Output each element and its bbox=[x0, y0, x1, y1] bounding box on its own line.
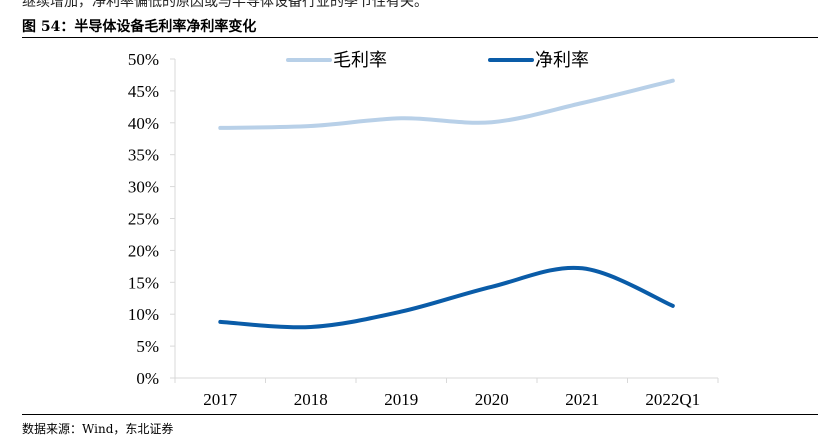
x-tick-label: 2021 bbox=[565, 390, 599, 409]
chart-axes: 0% 5% 10% 15% 20% 25% 30% 35% 40% 45% 50% 2017 2018 2… bbox=[128, 50, 719, 409]
series-line-1 bbox=[218, 78, 675, 130]
x-tick-label: 2019 bbox=[384, 390, 418, 409]
source-rule bbox=[22, 414, 818, 415]
y-tick-label: 5% bbox=[136, 337, 159, 356]
legend-label: 净利率 bbox=[535, 50, 589, 71]
chart-series bbox=[218, 78, 675, 330]
x-tick-label: 2022Q1 bbox=[645, 390, 700, 409]
y-tick-label: 45% bbox=[128, 82, 159, 101]
y-tick-label: 20% bbox=[128, 241, 159, 260]
y-tick-label: 40% bbox=[128, 114, 159, 133]
title-rule bbox=[22, 37, 818, 38]
x-tick-label: 2017 bbox=[203, 390, 238, 409]
context-text: 继续增加，净利率偏低的原因或与半导体设备行业的季节性有关。 bbox=[22, 0, 428, 10]
y-tick-label: 15% bbox=[128, 273, 159, 292]
y-tick-label: 35% bbox=[128, 146, 159, 165]
y-tick-label: 25% bbox=[128, 210, 159, 229]
figure-title: 图 54：半导体设备毛利率净利率变化 bbox=[22, 19, 257, 35]
source-note: 数据来源：Wind，东北证券 bbox=[22, 422, 174, 436]
x-tick-label: 2020 bbox=[475, 390, 509, 409]
y-tick-label: 50% bbox=[128, 50, 159, 69]
series-line-2 bbox=[218, 265, 675, 330]
x-tick-label: 2018 bbox=[294, 390, 328, 409]
legend-label: 毛利率 bbox=[333, 50, 387, 71]
chart-legend: 毛利率 净利率 bbox=[286, 50, 589, 71]
y-tick-label: 0% bbox=[136, 369, 159, 388]
y-tick-label: 30% bbox=[128, 178, 159, 197]
y-tick-label: 10% bbox=[128, 305, 159, 324]
